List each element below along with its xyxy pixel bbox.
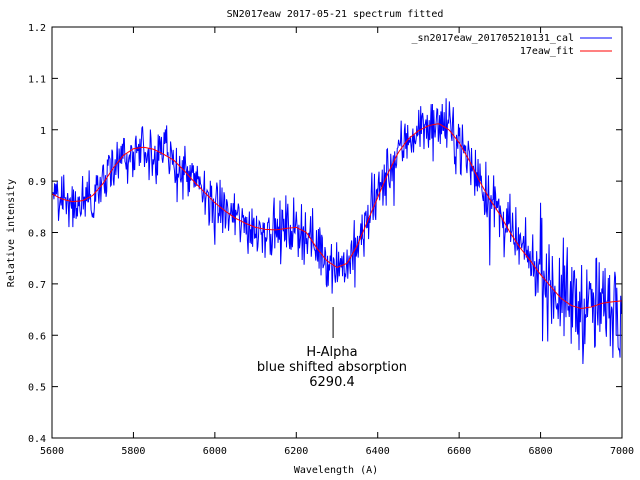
y-tick-label: 0.5 (28, 383, 46, 394)
x-tick-label: 7000 (610, 446, 634, 457)
legend-label-fit: 17eaw_fit (520, 46, 574, 57)
x-axis-label: Wavelength (A) (294, 465, 378, 476)
y-tick-label: 0.7 (28, 280, 46, 291)
h-alpha-annotation: H-Alpha blue shifted absorption 6290.4 (257, 307, 407, 390)
y-axis-label: Relative intensity (6, 179, 17, 287)
y-tick-label: 0.4 (28, 434, 46, 445)
x-tick-label: 6400 (366, 446, 390, 457)
x-tick-label: 6200 (284, 446, 308, 457)
y-tick-label: 1.2 (28, 23, 46, 34)
annotation-line-3: 6290.4 (309, 375, 355, 390)
x-tick-label: 6000 (203, 446, 227, 457)
legend: _sn2017eaw_201705210131_cal 17eaw_fit (411, 33, 612, 57)
legend-label-observed: _sn2017eaw_201705210131_cal (411, 33, 574, 44)
x-tick-label: 6800 (529, 446, 553, 457)
series-line-17eaw_fit (51, 123, 623, 310)
x-tick-label: 5800 (121, 446, 145, 457)
y-tick-label: 0.9 (28, 177, 46, 188)
annotation-line-2: blue shifted absorption (257, 360, 407, 375)
x-tick-label: 6600 (447, 446, 471, 457)
x-tick-label: 5600 (40, 446, 64, 457)
y-tick-label: 0.8 (28, 229, 46, 240)
y-tick-label: 1 (40, 126, 46, 137)
y-tick-label: 1.1 (28, 74, 46, 85)
plot-frame (51, 26, 623, 439)
annotation-line-1: H-Alpha (306, 345, 357, 360)
chart-title: SN2017eaw 2017-05-21 spectrum fitted (227, 9, 444, 20)
series-lines (51, 98, 623, 364)
y-tick-label: 0.6 (28, 331, 46, 342)
